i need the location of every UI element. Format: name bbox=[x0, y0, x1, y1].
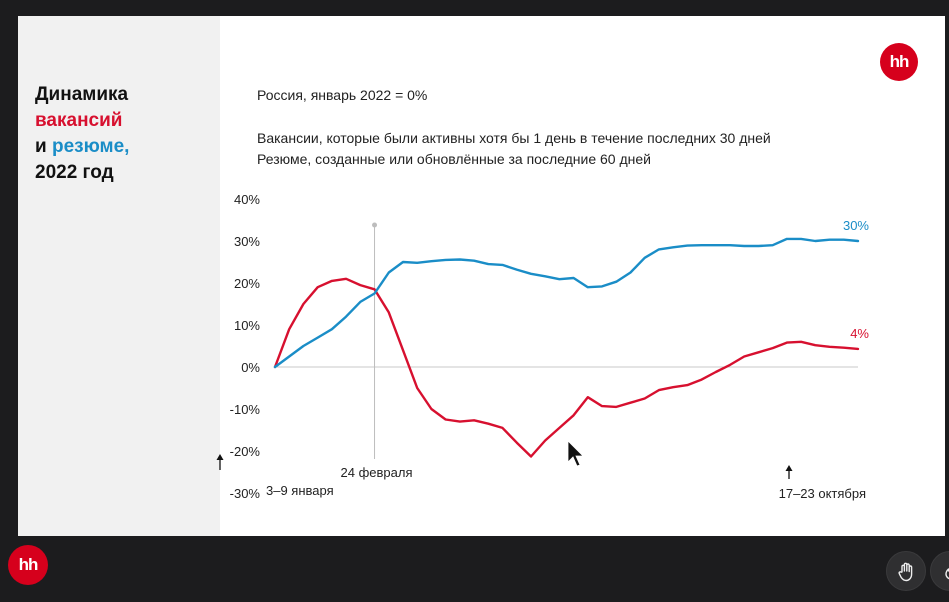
y-tick-label: 10% bbox=[234, 318, 260, 333]
y-tick-label: -30% bbox=[230, 486, 261, 501]
label-layer: 40% 30% 20% 10% 0% -10% -20% -30% 24 февраля 3–9 … bbox=[216, 192, 869, 501]
end-label-vacancies: 4% bbox=[850, 326, 869, 341]
hand-icon bbox=[898, 562, 913, 582]
title-line-3-prefix: и bbox=[35, 136, 47, 157]
slide-sidebar: Динамика вакансий и резюме, 2022 год bbox=[18, 16, 220, 536]
note-resumes: Резюме, созданные или обновлённые за пос… bbox=[257, 151, 651, 167]
title-line-2: вакансий bbox=[35, 110, 123, 131]
reaction-button[interactable] bbox=[930, 551, 949, 591]
event-dot bbox=[372, 222, 378, 228]
line-chart: 40% 30% 20% 10% 0% -10% -20% -30% 24 февраля 3–9 … bbox=[216, 192, 869, 501]
series-line-vacancies bbox=[273, 277, 860, 458]
flame-icon bbox=[945, 568, 949, 580]
note-vacancies: Вакансии, которые были активны хотя бы 1… bbox=[257, 130, 771, 146]
title-line-3-highlight: резюме, bbox=[51, 136, 130, 157]
title-line-1: Динамика bbox=[35, 84, 129, 105]
chart-subtitle: Россия, январь 2022 = 0% bbox=[257, 87, 428, 103]
end-label-resumes: 30% bbox=[843, 218, 869, 233]
hh-logo: hh bbox=[880, 43, 918, 81]
series-layer bbox=[273, 237, 860, 458]
x-label-end: 17–23 октября bbox=[779, 486, 866, 501]
raise-hand-button[interactable] bbox=[886, 551, 926, 591]
mouse-cursor-icon bbox=[567, 440, 584, 467]
hh-logo-overlay: hh bbox=[8, 545, 48, 585]
end-arrow-head bbox=[785, 465, 793, 471]
start-arrow-head bbox=[216, 454, 224, 460]
x-label-event: 24 февраля bbox=[341, 465, 413, 480]
y-tick-label: 20% bbox=[234, 276, 260, 291]
x-label-start: 3–9 января bbox=[266, 483, 334, 498]
y-tick-label: 40% bbox=[234, 192, 260, 207]
title-line-3: и резюме, bbox=[35, 134, 129, 160]
y-tick-label: 0% bbox=[241, 360, 260, 375]
event-layer bbox=[372, 222, 378, 459]
presentation-slide: Динамика вакансий и резюме, 2022 год hh … bbox=[18, 16, 945, 536]
y-tick-label: -20% bbox=[230, 444, 261, 459]
slide-title: Динамика вакансий и резюме, 2022 год bbox=[35, 82, 129, 186]
title-line-4: 2022 год bbox=[35, 162, 114, 183]
y-tick-label: -10% bbox=[230, 402, 261, 417]
series-line-resumes bbox=[273, 237, 860, 369]
y-tick-label: 30% bbox=[234, 234, 260, 249]
